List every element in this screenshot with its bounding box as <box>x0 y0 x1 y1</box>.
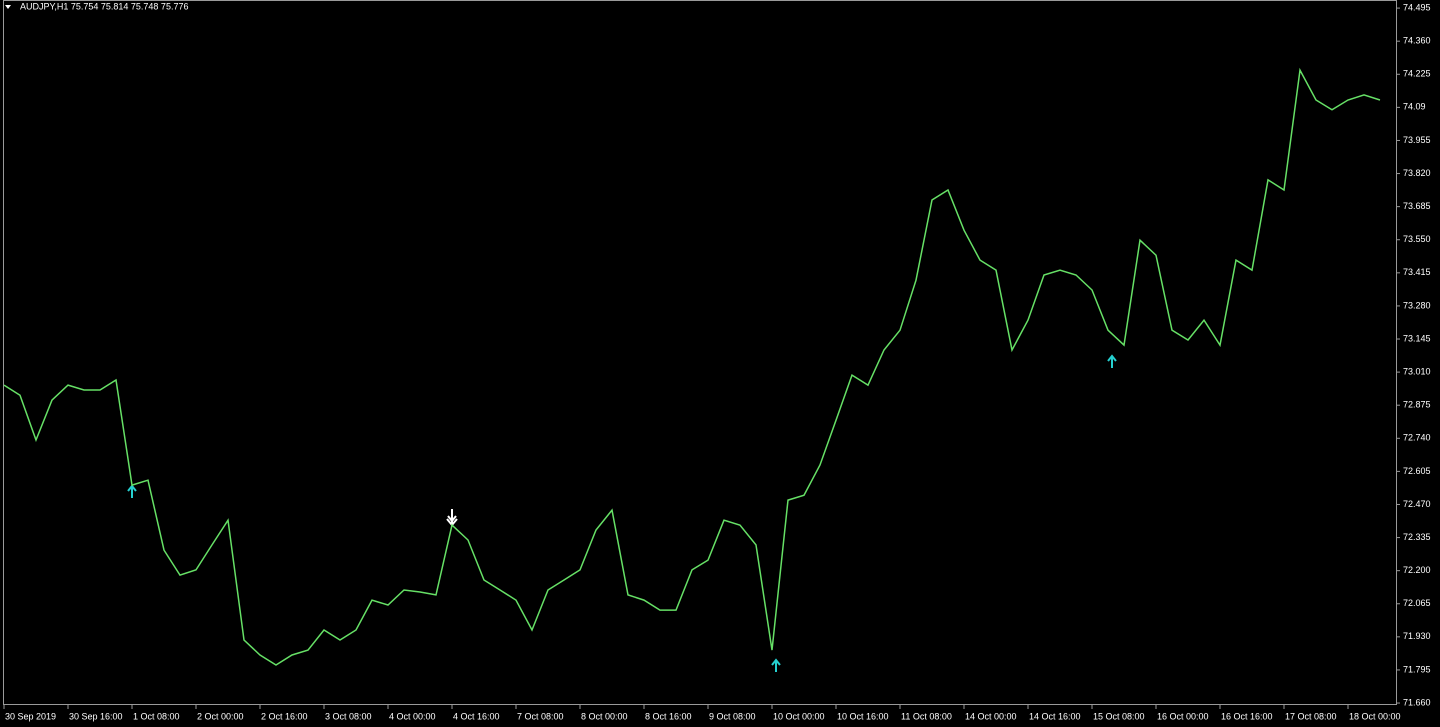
y-tick-label: 73.415 <box>1403 267 1431 277</box>
x-tick-label: 16 Oct 16:00 <box>1221 711 1273 721</box>
x-tick-label: 8 Oct 16:00 <box>645 711 692 721</box>
menu-triangle <box>5 5 11 9</box>
x-tick-label: 9 Oct 08:00 <box>709 711 756 721</box>
y-tick-label: 71.930 <box>1403 631 1431 641</box>
x-tick-label: 8 Oct 00:00 <box>581 711 628 721</box>
y-tick-label: 72.875 <box>1403 400 1431 410</box>
price-line <box>3 67 1381 666</box>
y-tick-label: 72.200 <box>1403 565 1431 575</box>
x-tick-label: 16 Oct 00:00 <box>1157 711 1209 721</box>
x-tick-label: 1 Oct 08:00 <box>133 711 180 721</box>
y-tick-label: 73.145 <box>1403 333 1431 343</box>
x-tick-label: 4 Oct 00:00 <box>389 711 436 721</box>
x-tick-label: 10 Oct 16:00 <box>837 711 889 721</box>
x-tick-label: 17 Oct 08:00 <box>1285 711 1337 721</box>
y-tick-label: 74.09 <box>1403 102 1426 112</box>
x-tick-label: 30 Sep 16:00 <box>69 711 123 721</box>
buy-arrow <box>771 658 781 672</box>
y-tick-label: 72.605 <box>1403 466 1431 476</box>
y-tick-label: 73.550 <box>1403 234 1431 244</box>
y-tick-label: 74.495 <box>1403 2 1431 12</box>
y-tick-label: 71.795 <box>1403 664 1431 674</box>
buy-arrow <box>1107 354 1117 368</box>
buy-arrow <box>127 484 137 498</box>
x-tick-label: 4 Oct 16:00 <box>453 711 500 721</box>
y-tick-label: 73.280 <box>1403 300 1431 310</box>
x-tick-label: 2 Oct 00:00 <box>197 711 244 721</box>
x-tick-label: 30 Sep 2019 <box>5 711 56 721</box>
x-tick-label: 14 Oct 00:00 <box>965 711 1017 721</box>
y-tick-label: 73.010 <box>1403 366 1431 376</box>
x-tick-label: 11 Oct 08:00 <box>901 711 952 721</box>
chart-title: AUDJPY,H1 75.754 75.814 75.748 75.776 <box>20 1 188 11</box>
y-tick-label: 74.225 <box>1403 69 1431 79</box>
y-tick-label: 72.740 <box>1403 433 1431 443</box>
x-tick-label: 3 Oct 08:00 <box>325 711 372 721</box>
y-tick-label: 73.685 <box>1403 201 1431 211</box>
y-tick-label: 72.470 <box>1403 499 1431 509</box>
x-tick-label: 7 Oct 08:00 <box>517 711 564 721</box>
y-tick-label: 72.065 <box>1403 598 1431 608</box>
y-tick-label: 73.955 <box>1403 135 1431 145</box>
x-tick-label: 2 Oct 16:00 <box>261 711 308 721</box>
x-tick-label: 18 Oct 00:00 <box>1349 711 1401 721</box>
y-tick-label: 71.660 <box>1403 697 1431 707</box>
x-tick-label: 15 Oct 08:00 <box>1093 711 1145 721</box>
y-tick-label: 73.820 <box>1403 168 1431 178</box>
x-tick-label: 14 Oct 16:00 <box>1029 711 1081 721</box>
y-tick-label: 74.360 <box>1403 36 1431 46</box>
y-tick-label: 72.335 <box>1403 532 1431 542</box>
plot-frame <box>3 0 1397 705</box>
x-tick-label: 10 Oct 00:00 <box>773 711 825 721</box>
